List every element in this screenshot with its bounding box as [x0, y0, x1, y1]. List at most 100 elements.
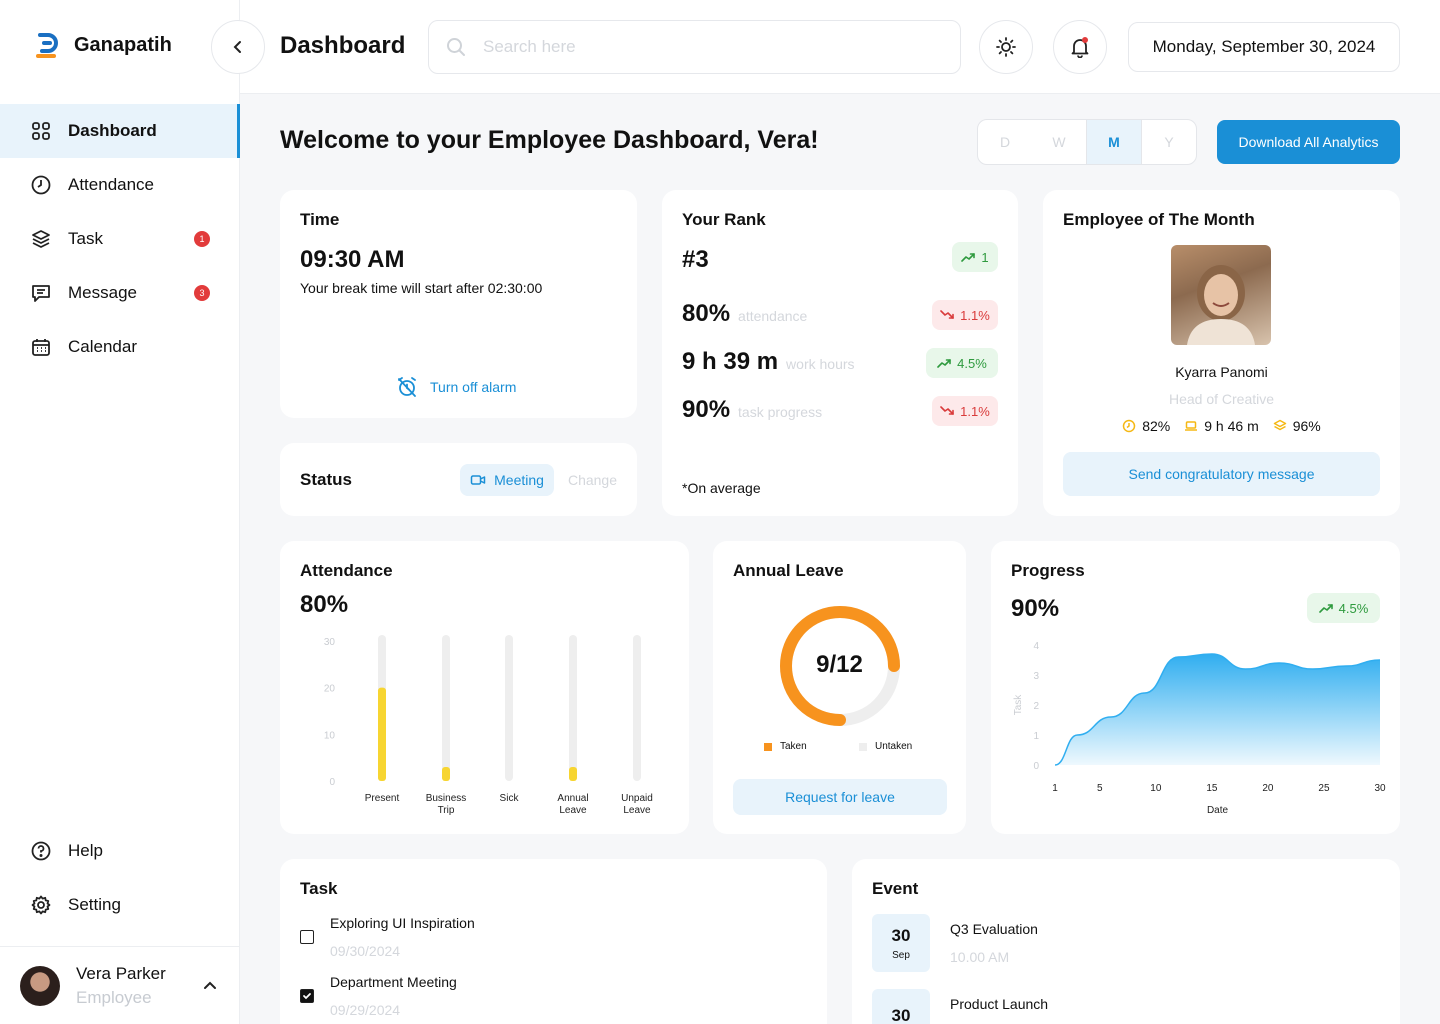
- status-label: Meeting: [494, 472, 544, 488]
- card-title: Your Rank: [682, 210, 766, 229]
- event-item[interactable]: 30 Product Launch: [872, 989, 1048, 1024]
- sidebar-item-task[interactable]: Task 1: [0, 212, 240, 266]
- period-tab-week[interactable]: W: [1052, 134, 1066, 150]
- metric-work-hours: 9 h 39 m work hours: [682, 348, 855, 376]
- change-status-button[interactable]: Change: [567, 472, 617, 488]
- user-name: Vera Parker: [76, 963, 166, 983]
- trend-up-icon: [1318, 604, 1333, 613]
- leave-donut-chart: [780, 606, 900, 726]
- period-tab-day[interactable]: D: [999, 134, 1011, 150]
- annual-leave-card: Annual Leave 9/12 Taken Untaken Request …: [713, 541, 966, 834]
- metric-value: 90%: [682, 396, 731, 423]
- metric-label: task progress: [738, 404, 823, 420]
- card-title: Status: [300, 470, 352, 489]
- change-value: 4.5%: [1338, 600, 1369, 616]
- card-title: Attendance: [300, 561, 393, 580]
- sidebar-item-help[interactable]: Help: [0, 824, 240, 878]
- alarm-label: Turn off alarm: [430, 379, 517, 395]
- employee-name: Kyarra Panomi: [1175, 364, 1268, 380]
- sidebar-bottom-nav: Help Setting: [0, 824, 240, 932]
- legend-label: Taken: [780, 741, 807, 752]
- y-tick-label: 20: [324, 684, 336, 695]
- task-item[interactable]: Exploring UI Inspiration 09/30/2024: [300, 915, 475, 959]
- event-date: 30 Sep: [872, 914, 930, 972]
- change-value: 4.5%: [957, 355, 987, 371]
- sidebar: Ganapatih Dashboard Attendance Task 1 Me…: [0, 0, 240, 1024]
- metric-label: attendance: [738, 308, 808, 324]
- notifications-button[interactable]: [1053, 20, 1107, 74]
- event-item[interactable]: 30 Sep Q3 Evaluation 10.00 AM: [872, 914, 1038, 972]
- x-category-label: Sick: [500, 793, 520, 804]
- sidebar-item-attendance[interactable]: Attendance: [0, 158, 240, 212]
- employee-role: Head of Creative: [1168, 391, 1275, 407]
- card-title: Annual Leave: [733, 561, 844, 580]
- legend-label: Untaken: [875, 741, 913, 752]
- task-title: Department Meeting: [330, 974, 457, 990]
- period-tab-month[interactable]: M: [1086, 120, 1142, 164]
- progress-area: [1055, 654, 1380, 765]
- x-tick-label: 5: [1097, 783, 1103, 794]
- sidebar-item-label: Attendance: [68, 175, 155, 194]
- clock-icon: [1122, 419, 1136, 433]
- rank-card: Your Rank #3 1 80% attendance 1.1% 9 h 3…: [662, 190, 1018, 516]
- y-tick-label: 0: [329, 777, 335, 788]
- legend-untaken: Untaken: [859, 741, 912, 752]
- sidebar-item-setting[interactable]: Setting: [0, 878, 240, 932]
- theme-toggle-button[interactable]: [979, 20, 1033, 74]
- event-time: 10.00 AM: [950, 949, 1010, 965]
- change-value: 1.1%: [960, 403, 990, 419]
- x-category-label: Unpaid Leave: [621, 793, 653, 816]
- collapse-sidebar-button[interactable]: [211, 20, 265, 74]
- task-item[interactable]: Department Meeting 09/29/2024: [300, 974, 457, 1018]
- stat-attendance: 82%: [1122, 418, 1170, 434]
- brand[interactable]: Ganapatih: [34, 30, 172, 60]
- alarm-off-icon: [398, 377, 416, 397]
- chevron-up-icon[interactable]: [202, 977, 218, 993]
- y-tick-label: 2: [1033, 701, 1039, 712]
- user-profile[interactable]: Vera Parker Employee: [0, 946, 240, 1024]
- sidebar-item-dashboard[interactable]: Dashboard: [0, 104, 240, 158]
- download-analytics-button[interactable]: Download All Analytics: [1217, 120, 1400, 164]
- card-title: Progress: [1011, 561, 1085, 580]
- progress-card: Progress 90% 4.5% 0 1 2 3 4 1 5 10 15 20 25 30 Date T…: [991, 541, 1400, 834]
- bar-annual-leave[interactable]: [569, 767, 577, 781]
- y-tick-label: 0: [1033, 761, 1039, 772]
- time-card: Time 09:30 AM Your break time will start…: [280, 190, 637, 418]
- task-checkbox[interactable]: [300, 930, 314, 944]
- rank-change-badge: 1: [952, 242, 998, 272]
- search-input[interactable]: [483, 37, 923, 57]
- sidebar-item-message[interactable]: Message 3: [0, 266, 240, 320]
- stat-value: 82%: [1142, 418, 1171, 434]
- y-tick-label: 4: [1033, 641, 1039, 652]
- send-congrats-button[interactable]: Send congratulatory message: [1063, 452, 1380, 496]
- current-date: Monday, September 30, 2024: [1128, 22, 1400, 72]
- card-title: Event: [872, 879, 919, 898]
- turn-off-alarm-button[interactable]: Turn off alarm: [396, 376, 516, 398]
- x-tick-label: 25: [1318, 783, 1330, 794]
- bar-track: [505, 635, 513, 781]
- x-category-label: Annual Leave: [557, 793, 588, 816]
- logo-icon: [36, 33, 58, 58]
- task-checkbox[interactable]: [300, 989, 314, 1003]
- card-title: Task: [300, 879, 338, 898]
- sidebar-item-label: Dashboard: [68, 121, 157, 140]
- sidebar-item-label: Task: [68, 229, 103, 248]
- welcome-heading: Welcome to your Employee Dashboard, Vera…: [280, 126, 819, 154]
- status-badge[interactable]: Meeting: [460, 464, 554, 496]
- bar-business-trip[interactable]: [442, 767, 450, 781]
- bar-present[interactable]: [378, 687, 386, 781]
- period-tab-year[interactable]: Y: [1164, 134, 1174, 150]
- rank-value: #3: [682, 246, 709, 273]
- work-hours-change-badge: 4.5%: [926, 348, 998, 378]
- progress-change-badge: 4.5%: [1307, 593, 1380, 623]
- metric-label: work hours: [786, 356, 855, 372]
- y-axis-title: Task: [1013, 694, 1024, 716]
- sidebar-item-calendar[interactable]: Calendar: [0, 320, 240, 374]
- rank-change-value: 1: [981, 249, 989, 265]
- user-role: Employee: [76, 987, 152, 1007]
- request-leave-button[interactable]: Request for leave: [733, 779, 947, 815]
- search-box[interactable]: [428, 20, 961, 74]
- y-tick-label: 1: [1033, 731, 1039, 742]
- leave-value: 9/12: [816, 651, 863, 678]
- event-day: 30: [891, 925, 911, 945]
